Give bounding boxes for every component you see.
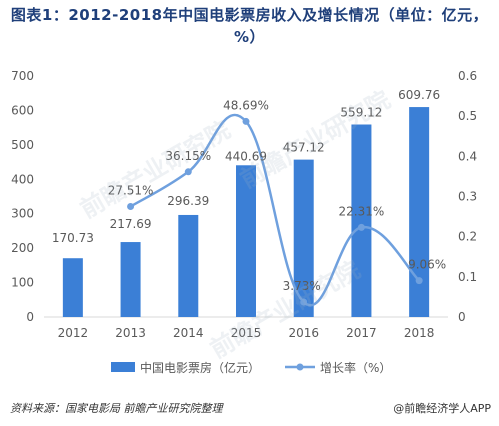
y-left-tick-label: 500 bbox=[11, 138, 34, 152]
legend-line-marker bbox=[296, 363, 304, 371]
growth-point bbox=[127, 203, 135, 211]
legend-bar-label: 中国电影票房（亿元） bbox=[140, 360, 260, 375]
credit-note: @前瞻经济学人APP bbox=[393, 402, 491, 415]
bar bbox=[409, 107, 430, 317]
x-tick-label: 2016 bbox=[288, 326, 319, 340]
x-tick-label: 2017 bbox=[346, 326, 377, 340]
y-left-tick-label: 600 bbox=[11, 103, 34, 117]
y-right-tick-label: 0 bbox=[458, 310, 466, 324]
growth-value-label: 22.31% bbox=[339, 204, 385, 218]
y-right-tick-label: 0.6 bbox=[458, 69, 477, 83]
y-left-tick-label: 0 bbox=[26, 310, 34, 324]
bar-value-label: 457.12 bbox=[283, 141, 325, 155]
y-right-tick-label: 0.5 bbox=[458, 109, 477, 123]
growth-point bbox=[415, 277, 423, 285]
x-tick-label: 2015 bbox=[231, 326, 262, 340]
y-right-tick-label: 0.3 bbox=[458, 190, 477, 204]
y-right-tick-label: 0.2 bbox=[458, 230, 477, 244]
bar bbox=[293, 159, 314, 317]
legend-bar-swatch bbox=[111, 362, 135, 372]
growth-value-label: 9.06% bbox=[408, 258, 446, 272]
y-right-tick-label: 0.4 bbox=[458, 149, 477, 163]
legend-line-label: 增长率（%） bbox=[320, 360, 391, 375]
growth-value-label: 48.69% bbox=[223, 98, 269, 112]
bar-value-label: 217.69 bbox=[110, 217, 152, 231]
y-left-tick-label: 400 bbox=[11, 172, 34, 186]
y-right-tick-label: 0.1 bbox=[458, 270, 477, 284]
y-left-tick-label: 200 bbox=[11, 241, 34, 255]
bar-value-label: 609.76 bbox=[398, 88, 440, 102]
bar-value-label: 440.69 bbox=[225, 149, 267, 163]
y-left-tick-label: 100 bbox=[11, 276, 34, 290]
growth-point bbox=[242, 117, 250, 125]
x-tick-label: 2012 bbox=[58, 326, 89, 340]
bar bbox=[236, 165, 256, 317]
x-tick-label: 2018 bbox=[404, 326, 435, 340]
growth-value-label: 27.51% bbox=[108, 184, 154, 198]
growth-point bbox=[300, 298, 308, 306]
bar bbox=[351, 124, 372, 318]
y-left-tick-label: 700 bbox=[11, 69, 34, 83]
bar bbox=[62, 258, 83, 317]
bar-value-label: 296.39 bbox=[167, 194, 209, 208]
x-tick-label: 2013 bbox=[115, 326, 146, 340]
growth-point bbox=[357, 223, 365, 231]
bar-value-label: 559.12 bbox=[340, 106, 382, 120]
bar bbox=[120, 242, 141, 317]
y-left-tick-label: 300 bbox=[11, 207, 34, 221]
growth-point bbox=[184, 168, 192, 176]
chart-title: 图表1：2012-2018年中国电影票房收入及增长情况（单位：亿元，%） bbox=[10, 6, 489, 46]
x-tick-label: 2014 bbox=[173, 326, 204, 340]
growth-value-label: 3.73% bbox=[283, 279, 321, 293]
bar-value-label: 170.73 bbox=[52, 231, 94, 245]
bar bbox=[178, 214, 199, 317]
growth-value-label: 36.15% bbox=[165, 149, 211, 163]
source-note: 资料来源：国家电影局 前瞻产业研究院整理 bbox=[10, 402, 223, 415]
